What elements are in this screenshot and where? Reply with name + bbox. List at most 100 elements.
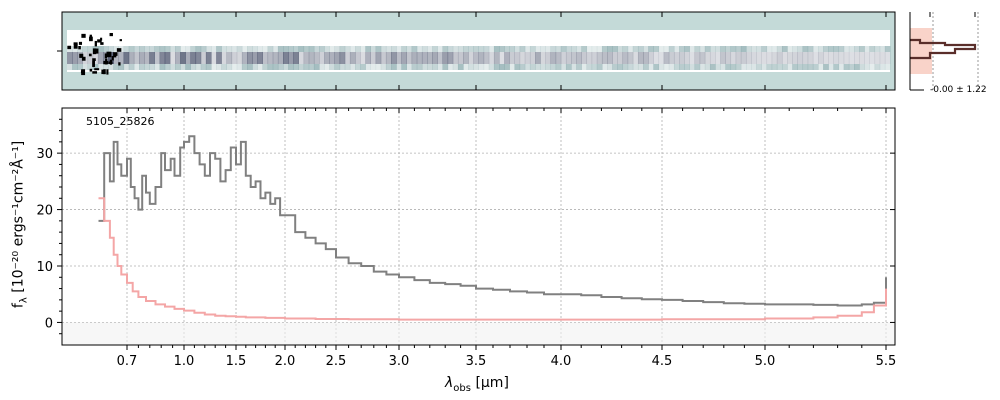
spectrum-2d-pixel-col (560, 52, 567, 64)
spectrum-2d-pixel-col (226, 64, 233, 70)
spectrum-2d-pixel-col (761, 64, 768, 70)
spectrum-2d-pixel-col (385, 46, 392, 52)
spectrum-2d-pixel-col (720, 64, 726, 70)
spectrum-2d-pixel-col (375, 46, 382, 52)
x-tick-label: 5.5 (876, 354, 897, 369)
spectrum-2d-pixel-col (427, 46, 433, 52)
spectrum-2d-pixel-col (550, 52, 557, 64)
spectrum-2d-pixel-col (545, 52, 552, 64)
spectrum-2d-pixel-col (879, 64, 886, 70)
spectrum-2d-pixel-col (745, 64, 752, 70)
spectrum-2d-pixel-col (704, 64, 711, 70)
spectrum-2d-pixel-col (463, 64, 469, 70)
spectrum-2d-pixel-col (591, 46, 598, 52)
spectrum-2d-pixel-col (565, 52, 572, 64)
x-tick-label: 3.0 (389, 354, 410, 369)
spectrum-2d-pixel-col (128, 52, 135, 64)
spectrum-2d-pixel-col (97, 46, 104, 52)
spectrum-2d-pixel-col (463, 52, 469, 64)
spectrum-2d-pixel-col (684, 46, 690, 52)
spectrum-2d-pixel-col (658, 46, 665, 52)
spectrum-2d-pixel-col (344, 46, 351, 52)
spectrum-2d-pixel-col (365, 64, 371, 70)
spectrum-2d-pixel-col (257, 64, 263, 70)
spectrum-2d-pixel-col (221, 46, 227, 52)
spectrum-2d-pixel-col (205, 64, 212, 70)
x-axis-subscript: obs (453, 382, 471, 394)
spectrum-2d-pixel-col (607, 52, 613, 64)
spectrum-2d-pixel-col (401, 46, 407, 52)
spectrum-2d-pixel-col (190, 64, 197, 70)
spectrum-2d-pixel-col (607, 46, 613, 52)
2d-spectrum-panel (57, 11, 896, 91)
spectrum-2d-pixel-col (349, 46, 356, 52)
spectrum-2d-pixel-col (555, 52, 562, 64)
spectrum-2d-pixel-col (468, 52, 474, 64)
spectrum-2d-pixel-col (792, 46, 798, 52)
spectrum-2d-pixel-col (627, 52, 634, 64)
spectrum-2d-noise (118, 62, 121, 66)
spectrum-2d-pixel-col (308, 64, 315, 70)
spectrum-2d-pixel-col (385, 52, 392, 64)
spectrum-2d-pixel-col (175, 52, 181, 64)
spectrum-2d-pixel-col (668, 64, 675, 70)
spectrum-2d-pixel-col (535, 52, 541, 64)
spectrum-2d-pixel-col (334, 64, 341, 70)
spectrum-2d-noise (67, 45, 72, 50)
spectrum-2d-noise (80, 70, 85, 74)
spectrum-2d-pixel-col (313, 64, 320, 70)
spectrum-2d-pixel-col (478, 52, 485, 64)
spectrum-2d-pixel-col (499, 52, 505, 64)
spectrum-2d-pixel-col (524, 64, 531, 70)
spectrum-2d-pixel-col (283, 52, 289, 64)
spectrum-2d-pixel-col (180, 46, 186, 52)
spectrum-2d-pixel-col (720, 52, 726, 64)
spectrum-2d-pixel-col (787, 46, 793, 52)
spectrum-2d-pixel-col (149, 52, 155, 64)
spectrum-2d-pixel-col (267, 64, 274, 70)
spectrum-2d-pixel-col (792, 52, 798, 64)
spectrum-2d-pixel-col (859, 46, 865, 52)
spectrum-2d-pixel-col (853, 64, 860, 70)
spectrum-2d-pixel-col (200, 46, 207, 52)
spectrum-2d-pixel-col (159, 52, 166, 64)
spectrum-2d-pixel-col (355, 64, 361, 70)
spectrum-2d-pixel-col (236, 52, 243, 64)
spectrum-2d-pixel-col (144, 46, 150, 52)
spectrum-2d-pixel-col (668, 46, 675, 52)
spectrum-2d-pixel-col (406, 46, 413, 52)
spectrum-2d-pixel-col (499, 46, 505, 52)
spectrum-2d-pixel-col (283, 64, 289, 70)
spectrum-2d-pixel-col (427, 52, 433, 64)
spectrum-2d-pixel-col (751, 52, 757, 64)
spectrum-2d-pixel-col (288, 46, 294, 52)
profile-curve (910, 38, 977, 60)
x-axis-symbol: λ (445, 375, 454, 391)
spectrum-2d-pixel-col (576, 64, 582, 70)
spectrum-2d-pixel-col (699, 46, 706, 52)
spectrum-2d-pixel-col (704, 46, 711, 52)
spectrum-2d-pixel-col (622, 64, 629, 70)
spectrum-2d-pixel-col (339, 52, 346, 64)
spectrum-2d-pixel-col (514, 46, 521, 52)
spectrum-2d-noise (88, 53, 92, 57)
spectrum-2d-pixel-col (329, 64, 335, 70)
spectrum-2d-noise (78, 41, 83, 45)
spectrum-2d-pixel-col (67, 52, 73, 64)
spectrum-2d-pixel-col (519, 64, 526, 70)
spectrum-2d-pixel-col (288, 64, 294, 70)
spectrum-2d-pixel-col (483, 46, 490, 52)
spectrum-2d-pixel-col (617, 52, 624, 64)
spectrum-2d-pixel-col (555, 64, 562, 70)
spectrum-2d-pixel-col (133, 52, 140, 64)
spectrum-2d-pixel-col (874, 64, 881, 70)
spectrum-2d-pixel-col (771, 64, 778, 70)
spectrum-2d-pixel-col (591, 52, 598, 64)
spectrum-2d-pixel-col (257, 46, 263, 52)
spectrum-2d-pixel-col (339, 46, 346, 52)
spectrum-2d-pixel-col (87, 64, 94, 70)
spectrum-2d-pixel-col (591, 64, 598, 70)
spectrum-2d-pixel-col (627, 64, 634, 70)
spectrum-2d-pixel-col (720, 46, 726, 52)
spectrum-2d-pixel-col (643, 64, 649, 70)
